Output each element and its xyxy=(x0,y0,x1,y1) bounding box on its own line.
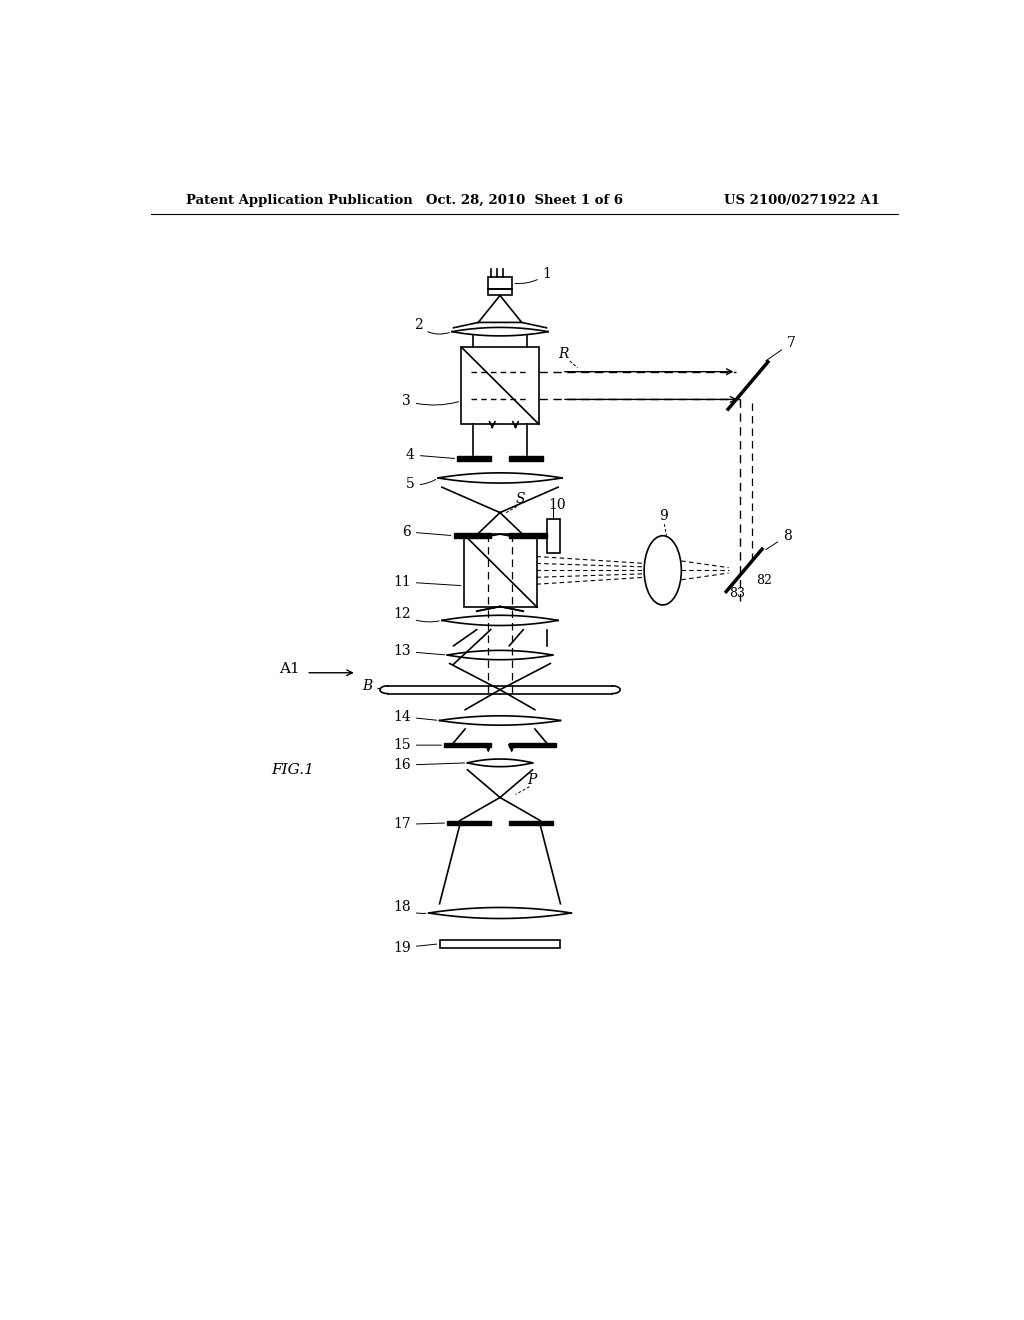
Text: 17: 17 xyxy=(393,817,444,832)
Text: 4: 4 xyxy=(406,447,455,462)
Text: 11: 11 xyxy=(393,576,461,589)
Text: Oct. 28, 2010  Sheet 1 of 6: Oct. 28, 2010 Sheet 1 of 6 xyxy=(426,194,624,207)
Text: 8: 8 xyxy=(766,529,792,549)
Text: 13: 13 xyxy=(393,644,444,659)
Text: B: B xyxy=(361,678,381,693)
Text: P: P xyxy=(527,772,537,787)
Bar xyxy=(509,743,556,747)
Bar xyxy=(454,533,492,539)
Text: 18: 18 xyxy=(393,900,426,913)
Bar xyxy=(447,821,492,825)
Bar xyxy=(458,457,492,461)
Bar xyxy=(509,533,547,539)
Text: S: S xyxy=(515,492,525,507)
Text: 14: 14 xyxy=(393,710,437,723)
Text: 16: 16 xyxy=(393,758,465,772)
Bar xyxy=(509,457,543,461)
Text: 2: 2 xyxy=(414,318,450,334)
Text: 5: 5 xyxy=(406,477,435,491)
Bar xyxy=(487,277,512,289)
Bar xyxy=(464,535,538,607)
Text: 9: 9 xyxy=(658,510,668,523)
Text: 10: 10 xyxy=(548,498,565,512)
Bar xyxy=(439,940,560,948)
Text: R: R xyxy=(558,347,568,360)
Text: 6: 6 xyxy=(402,525,451,539)
Text: 15: 15 xyxy=(393,738,441,752)
Bar xyxy=(444,743,492,747)
Text: 82: 82 xyxy=(756,574,772,587)
Text: 19: 19 xyxy=(393,941,437,954)
Bar xyxy=(509,821,553,825)
Text: A1: A1 xyxy=(280,661,300,676)
Text: 1: 1 xyxy=(515,267,552,284)
Text: 3: 3 xyxy=(402,393,459,408)
Text: US 2100/0271922 A1: US 2100/0271922 A1 xyxy=(724,194,880,207)
Text: 12: 12 xyxy=(393,607,439,622)
Text: Patent Application Publication: Patent Application Publication xyxy=(186,194,413,207)
Text: 7: 7 xyxy=(766,337,796,360)
Text: FIG.1: FIG.1 xyxy=(271,763,314,777)
Bar xyxy=(547,519,560,553)
Bar xyxy=(461,347,539,424)
Text: 83: 83 xyxy=(729,587,744,601)
Bar xyxy=(487,289,512,296)
